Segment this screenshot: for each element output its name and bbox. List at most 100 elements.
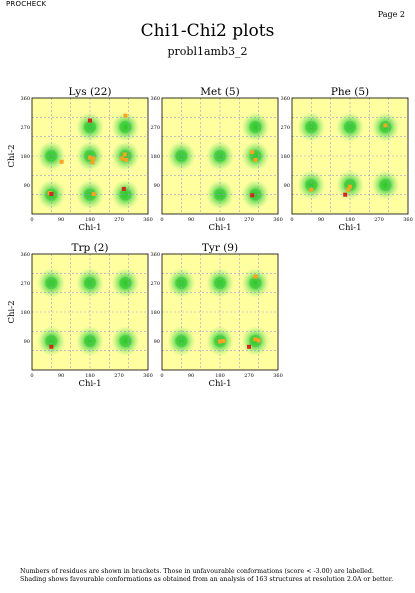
y-tick-label: 90 — [154, 339, 160, 345]
y-tick-label: 360 — [280, 96, 290, 102]
favourable-region-core — [175, 335, 188, 347]
plot-title: Tyr (9) — [202, 242, 238, 254]
footnote: Numbers of residues are shown in bracket… — [20, 568, 393, 584]
residue-point — [120, 156, 125, 161]
y-tick-label: 90 — [24, 183, 30, 189]
favourable-region-core — [305, 179, 318, 191]
y-tick-label: 180 — [280, 154, 290, 160]
plot-frame — [31, 253, 149, 371]
favourable-region-core — [249, 121, 262, 133]
residue-point — [88, 155, 92, 160]
y-tick-label: 180 — [20, 310, 30, 316]
y-tick-label: 270 — [150, 281, 160, 287]
favourable-region-core — [119, 277, 132, 289]
residue-point — [90, 160, 95, 165]
x-tick-label: 180 — [215, 217, 225, 223]
x-tick-label: 180 — [85, 373, 95, 379]
x-tick-label: 360 — [273, 217, 283, 223]
x-tick-label: 90 — [58, 217, 64, 223]
y-tick-label: 90 — [154, 183, 160, 189]
x-tick-label: 360 — [403, 217, 413, 223]
residue-unfavourable — [88, 118, 92, 123]
program-name: PROCHECK — [6, 0, 47, 8]
residue-point — [250, 150, 255, 155]
y-axis-label: Chi-2 — [7, 145, 17, 168]
footnote-line-1: Numbers of residues are shown in bracket… — [20, 568, 374, 575]
y-axis-label: Chi-2 — [7, 301, 17, 324]
residue-unfavourable — [49, 344, 54, 349]
favourable-region-core — [84, 335, 96, 347]
x-tick-label: 0 — [160, 217, 163, 223]
y-tick-label: 180 — [150, 310, 160, 316]
residue-point — [59, 159, 64, 164]
favourable-region-core — [119, 335, 132, 347]
favourable-region-core — [119, 121, 132, 133]
y-tick-label: 90 — [284, 183, 290, 189]
residue-point — [253, 157, 258, 162]
plot-2: 0 90 180 270 360 90 180 270 360 Phe (5) Chi-1 — [280, 86, 412, 233]
x-tick-label: 0 — [30, 373, 33, 379]
residue-point — [348, 184, 352, 189]
x-tick-label: 360 — [143, 373, 153, 379]
residue-point — [123, 113, 128, 118]
plot-frame — [31, 97, 149, 215]
plot-3: 0 90 180 270 360 90 180 270 360 Trp (2) Chi-1 Chi-2 — [7, 242, 153, 389]
residue-point — [122, 152, 127, 157]
x-tick-label: 180 — [215, 373, 225, 379]
residue-unfavourable — [49, 192, 54, 197]
y-tick-label: 270 — [20, 125, 30, 131]
residue-point — [218, 339, 222, 344]
plot-title: Trp (2) — [72, 242, 109, 254]
favourable-region-core — [379, 179, 392, 191]
y-tick-label: 270 — [280, 125, 290, 131]
x-tick-label: 270 — [114, 373, 124, 379]
residue-point — [124, 157, 129, 162]
page-number: Page 2 — [377, 10, 405, 19]
x-tick-label: 360 — [143, 217, 153, 223]
footnote-line-2: Shading shows favourable conformations a… — [20, 576, 394, 583]
residue-point — [346, 187, 351, 192]
plot-frame — [161, 253, 279, 371]
x-tick-label: 90 — [58, 373, 64, 379]
x-tick-label: 90 — [188, 373, 194, 379]
residue-unfavourable — [343, 192, 348, 197]
y-tick-label: 180 — [150, 154, 160, 160]
plot-frame — [161, 97, 279, 215]
y-tick-label: 360 — [150, 252, 160, 258]
y-tick-label: 270 — [20, 281, 30, 287]
x-tick-label: 360 — [273, 373, 283, 379]
residue-unfavourable — [250, 193, 255, 198]
x-axis-label: Chi-1 — [79, 223, 102, 233]
y-tick-label: 360 — [150, 96, 160, 102]
plot-title: Met (5) — [200, 86, 239, 98]
x-axis-label: Chi-1 — [209, 379, 232, 389]
x-tick-label: 0 — [30, 217, 33, 223]
y-tick-label: 360 — [20, 252, 30, 258]
x-tick-label: 270 — [374, 217, 384, 223]
x-tick-label: 90 — [318, 217, 324, 223]
y-tick-label: 90 — [24, 339, 30, 345]
plot-frame — [291, 97, 409, 215]
favourable-region-core — [249, 277, 262, 289]
plot-0: 0 90 180 270 360 90 180 270 360 Lys (22) Chi-1 Chi-… — [7, 86, 153, 233]
y-tick-label: 180 — [20, 154, 30, 160]
x-tick-label: 270 — [114, 217, 124, 223]
residue-point — [91, 156, 96, 161]
residue-point — [253, 337, 258, 342]
residue-point — [253, 274, 258, 279]
y-tick-label: 270 — [150, 125, 160, 131]
x-axis-label: Chi-1 — [209, 223, 232, 233]
residue-point — [221, 339, 226, 343]
residue-unfavourable — [247, 344, 251, 349]
x-tick-label: 0 — [290, 217, 293, 223]
x-tick-label: 270 — [244, 373, 254, 379]
plot-4: 0 90 180 270 360 90 180 270 360 Tyr (9) Chi-1 — [150, 242, 282, 389]
x-tick-label: 270 — [244, 217, 254, 223]
residue-point — [256, 338, 261, 343]
residue-point — [91, 192, 96, 197]
page-title: Chi1-Chi2 plots — [140, 21, 275, 41]
y-tick-label: 360 — [20, 96, 30, 102]
x-axis-label: Chi-1 — [339, 223, 362, 233]
x-tick-label: 180 — [345, 217, 355, 223]
